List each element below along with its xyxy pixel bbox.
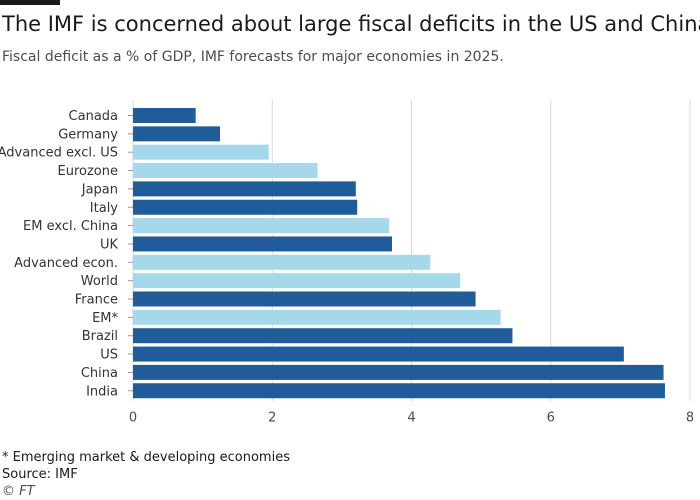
category-label: Advanced econ. xyxy=(14,256,118,271)
x-tick-label: 0 xyxy=(129,410,137,425)
category-label: Germany xyxy=(58,127,118,142)
category-label: France xyxy=(75,293,118,308)
category-label: EM excl. China xyxy=(23,219,118,234)
bar xyxy=(133,163,318,179)
category-label: UK xyxy=(100,237,119,252)
category-label: Italy xyxy=(90,201,119,216)
category-label: EM* xyxy=(92,311,118,326)
bar xyxy=(133,383,665,399)
bar xyxy=(133,181,356,197)
bar xyxy=(133,218,390,234)
top-accent-bar xyxy=(0,0,60,5)
bar xyxy=(133,346,624,362)
ft-credit: © FT xyxy=(2,484,35,499)
bar xyxy=(133,328,513,344)
category-label: India xyxy=(86,384,118,399)
bar xyxy=(133,199,358,215)
category-labels: Canada Germany Advanced excl. US Eurozone Ja… xyxy=(0,109,133,399)
bar-chart: Canada Germany Advanced excl. US Eurozone Ja… xyxy=(0,100,694,425)
category-label: Eurozone xyxy=(58,164,118,179)
x-tick-label: 8 xyxy=(686,410,694,425)
bar xyxy=(133,291,476,307)
x-tick-label: 4 xyxy=(407,410,415,425)
category-label: World xyxy=(81,274,118,289)
x-tick-label: 6 xyxy=(547,410,555,425)
chart-subtitle: Fiscal deficit as a % of GDP, IMF foreca… xyxy=(2,49,504,65)
bar xyxy=(133,108,196,123)
category-label: China xyxy=(81,366,118,381)
bar xyxy=(133,236,393,252)
category-label: Canada xyxy=(69,109,118,124)
bars xyxy=(133,108,665,399)
category-label: Japan xyxy=(81,182,118,197)
bar xyxy=(133,364,664,380)
category-label: Brazil xyxy=(82,329,118,344)
footnote: * Emerging market & developing economies xyxy=(2,450,290,465)
bar xyxy=(133,144,269,160)
bar xyxy=(133,126,221,142)
category-label: Advanced excl. US xyxy=(0,146,118,161)
bar xyxy=(133,273,461,289)
category-label: US xyxy=(100,348,118,363)
bar xyxy=(133,309,501,325)
x-axis-ticks: 0 2 4 6 8 xyxy=(129,410,694,425)
chart-title: The IMF is concerned about large fiscal … xyxy=(2,12,700,36)
source-note: Source: IMF xyxy=(2,467,78,482)
bar xyxy=(133,254,431,270)
x-tick-label: 2 xyxy=(268,410,276,425)
